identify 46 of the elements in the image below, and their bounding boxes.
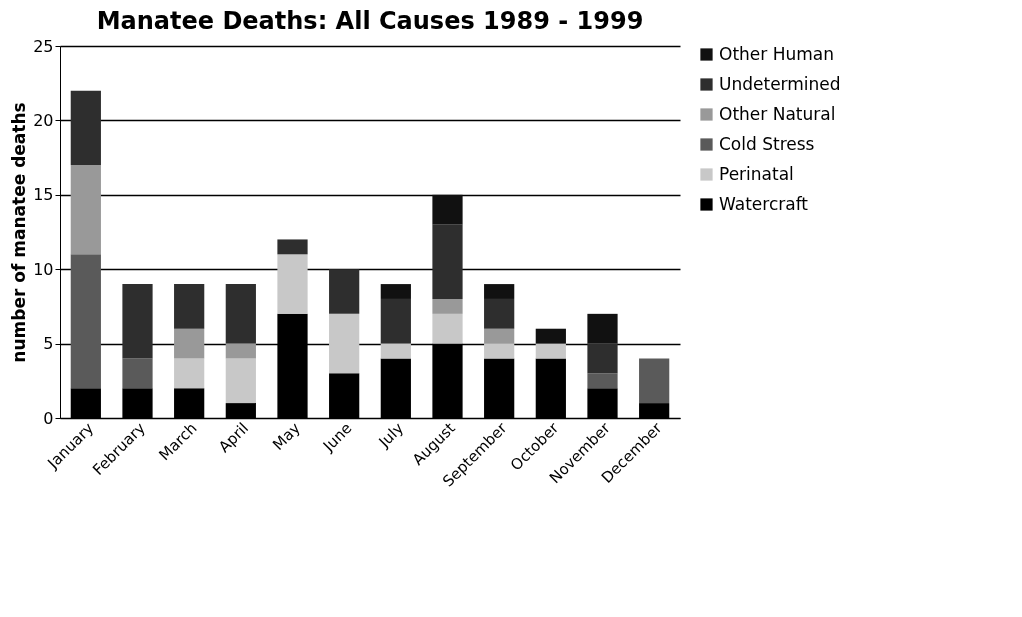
y-tick-label: 25 xyxy=(33,36,54,56)
bar xyxy=(70,90,101,166)
legend-label: Perinatal xyxy=(719,163,794,184)
bar xyxy=(380,284,411,299)
bar xyxy=(122,284,153,359)
bar xyxy=(225,284,256,344)
bar xyxy=(587,313,618,344)
bar xyxy=(587,373,618,389)
legend-label: Other Natural xyxy=(719,103,836,124)
y-tick-label: 20 xyxy=(33,110,54,130)
bar xyxy=(587,343,618,374)
bar xyxy=(535,343,566,359)
chart-title: Manatee Deaths: All Causes 1989 - 1999 xyxy=(96,7,644,35)
bar xyxy=(225,358,256,404)
bar xyxy=(174,328,205,359)
bar xyxy=(225,343,256,359)
bar xyxy=(484,343,515,359)
bar xyxy=(484,328,515,344)
bar xyxy=(70,254,101,389)
bar xyxy=(329,313,360,374)
legend-label: Undetermined xyxy=(719,73,841,94)
bar xyxy=(432,298,463,314)
bar xyxy=(432,194,463,225)
y-tick-label: 5 xyxy=(43,334,54,354)
bar xyxy=(639,358,670,404)
bar xyxy=(174,284,205,329)
bar xyxy=(484,284,515,299)
bar xyxy=(277,254,308,314)
bar xyxy=(277,239,308,255)
bar xyxy=(380,298,411,344)
bar xyxy=(432,313,463,344)
y-tick-label: 15 xyxy=(33,185,54,205)
legend-label: Watercraft xyxy=(719,193,809,214)
legend-label: Other Human xyxy=(719,43,834,64)
bar xyxy=(432,224,463,299)
bar xyxy=(380,343,411,359)
legend-label: Cold Stress xyxy=(719,133,815,154)
y-axis-title: number of manatee deaths xyxy=(9,102,30,363)
y-tick-label: 10 xyxy=(33,259,54,279)
bar xyxy=(70,165,101,255)
y-tick-label: 0 xyxy=(43,408,54,428)
bar xyxy=(329,269,360,314)
bar xyxy=(484,298,515,329)
bar xyxy=(174,358,205,389)
bar xyxy=(122,358,153,389)
bar xyxy=(535,328,566,344)
